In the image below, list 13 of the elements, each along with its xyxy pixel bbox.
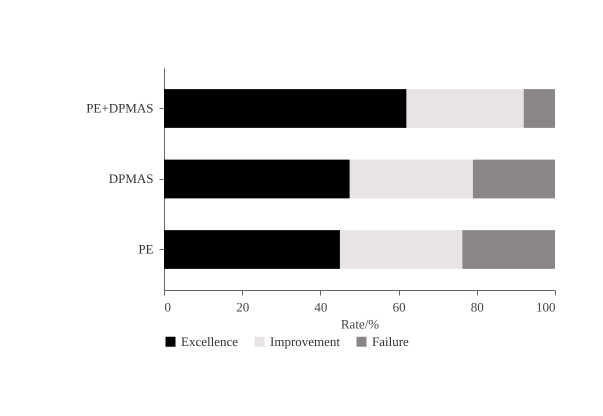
legend-label: Improvement <box>270 334 340 349</box>
x-axis-title: Rate/% <box>340 316 380 332</box>
x-tick-label: 0 <box>164 300 171 314</box>
x-tick-label: 100 <box>536 300 556 314</box>
x-tick-label: 60 <box>392 300 406 314</box>
y-tick-label: PE <box>138 241 154 256</box>
x-tick-label: 40 <box>314 300 328 314</box>
legend-label: Excellence <box>181 334 238 349</box>
y-tick-label: PE+DPMAS <box>86 100 154 116</box>
x-tick-label: 80 <box>470 300 484 314</box>
x-tick-label: 20 <box>236 300 250 314</box>
legend-label: Failure <box>372 334 410 349</box>
y-tick-label: DPMAS <box>108 171 154 186</box>
